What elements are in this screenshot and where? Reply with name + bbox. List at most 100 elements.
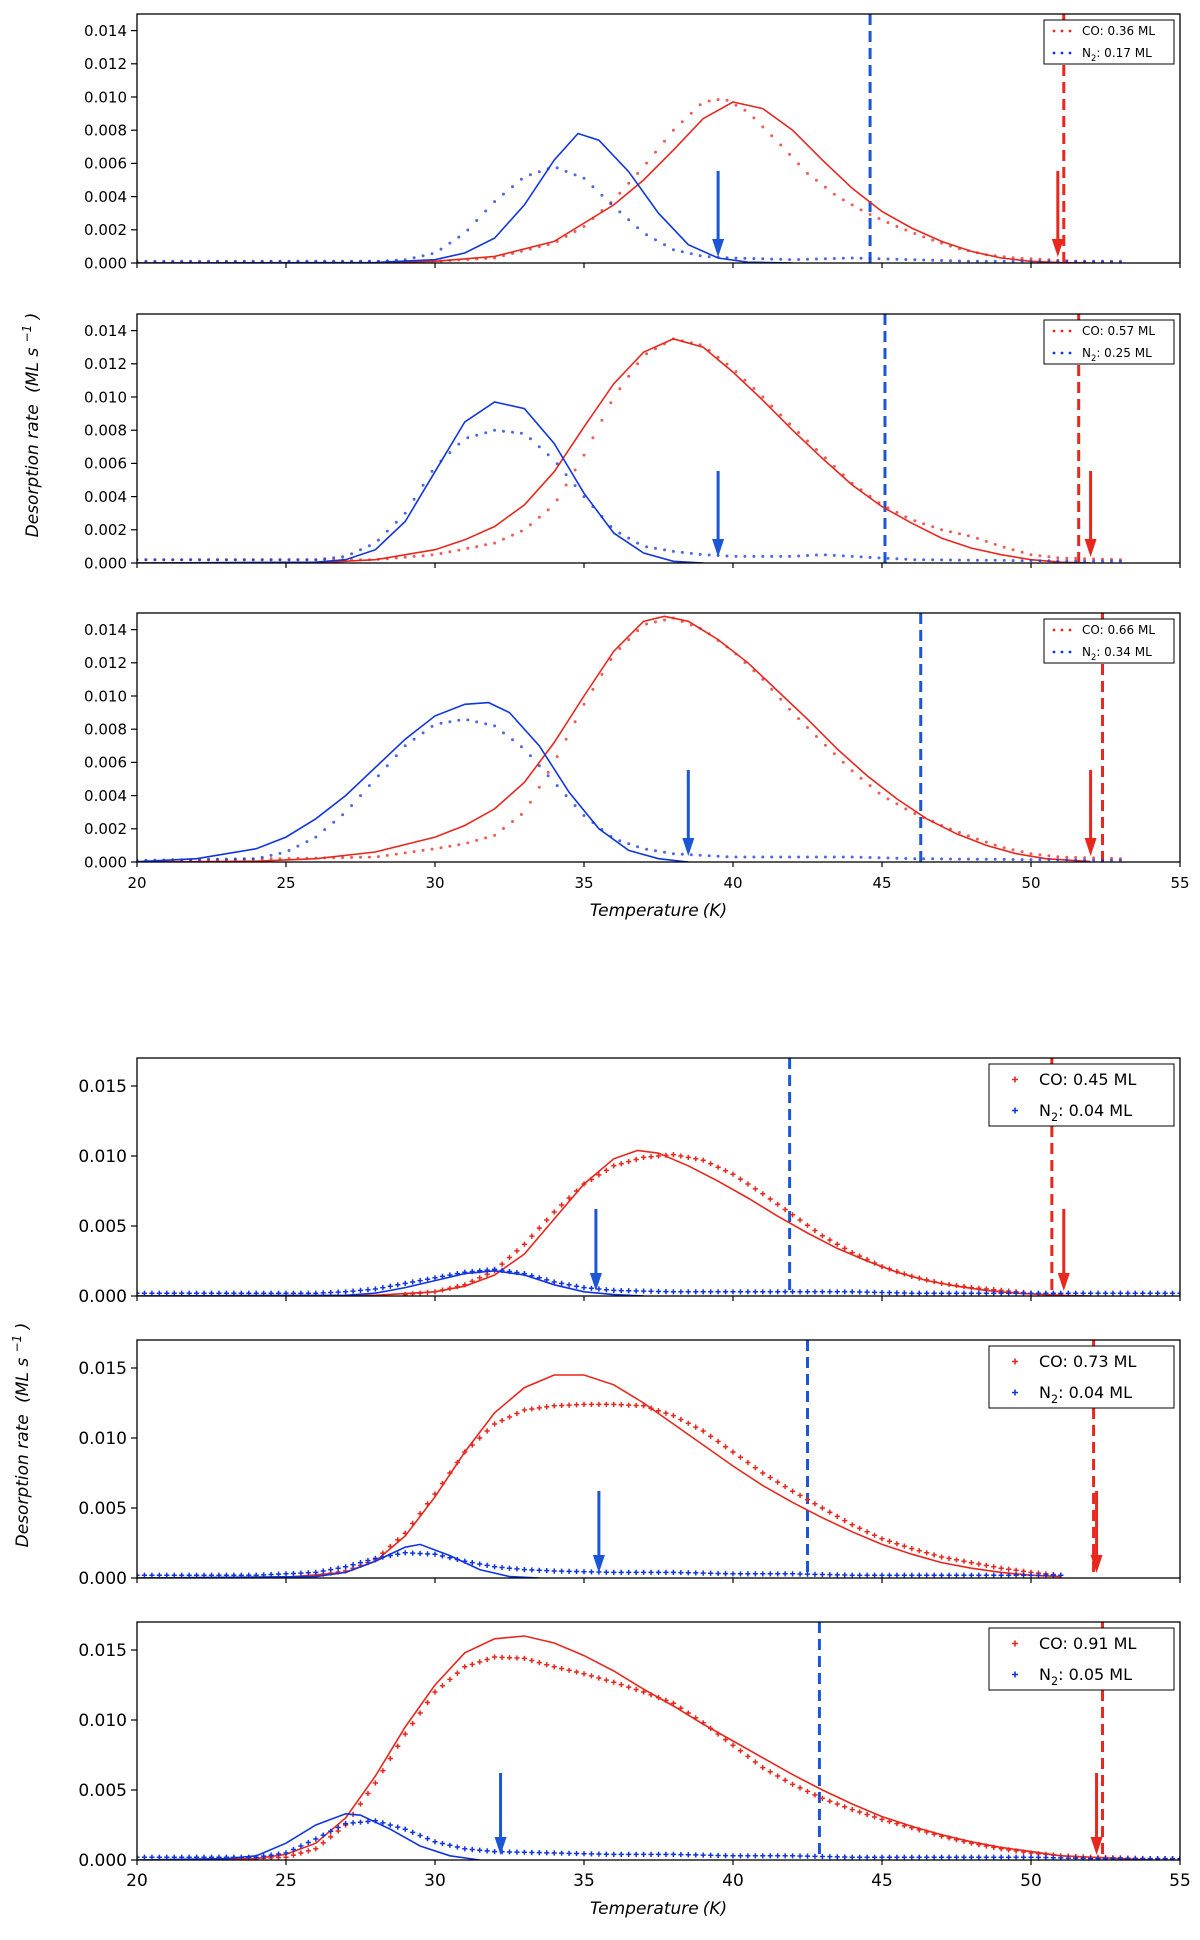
data-point [775,1571,781,1577]
data-point [499,1654,505,1660]
data-point [737,1176,744,1182]
data-point [745,1181,751,1187]
data-point [722,1444,729,1450]
data-point [233,857,237,861]
data-point [806,554,809,557]
data-point [179,1290,185,1296]
data-point [1020,1572,1027,1578]
data-point [734,256,738,260]
data-point [421,483,425,487]
data-point [975,837,979,841]
data-point [871,1854,878,1860]
data-point [715,1438,721,1445]
axes-frame [136,313,1181,564]
data-point [895,557,899,561]
data-point [886,221,890,224]
data-point [484,257,488,260]
data-point [603,1851,609,1857]
data-point [761,855,765,859]
data-point [770,404,774,408]
data-point [359,794,362,798]
data-point [521,1407,527,1413]
data-point [216,558,219,562]
data-point [207,259,210,263]
data-point [591,687,595,691]
data-point [958,831,961,834]
data-point [814,855,818,859]
data-point [1101,259,1104,263]
data-point [529,1273,535,1279]
data-point [895,257,899,261]
arrow-co [1057,1209,1070,1291]
y-tick-label: 0.000 [78,1569,127,1589]
data-point [931,820,935,823]
data-point [707,348,711,352]
data-point [966,249,970,253]
data-point [984,558,988,562]
data-point [343,1564,349,1570]
data-point [320,1832,326,1838]
data-point [296,844,300,848]
data-point [924,1277,930,1283]
legend-n2-label: N2: 0.04 ML [1039,1101,1132,1124]
data-point [1177,1856,1180,1860]
data-point [832,752,836,756]
data-point [693,1852,699,1858]
data-point [761,257,765,261]
data-point [627,218,631,222]
data-point [904,857,908,860]
data-point [477,1847,483,1853]
data-point [536,1275,542,1281]
data-point [424,1551,431,1557]
data-point [573,1568,580,1575]
data-point [290,1852,297,1858]
data-point [901,1290,907,1296]
data-point [975,259,979,263]
data-point [913,812,917,815]
data-point [502,254,505,258]
y-tick-label: 0.010 [78,1711,127,1731]
data-point [171,858,175,862]
data-point [730,1853,736,1859]
data-point [849,1807,855,1813]
data-point [432,1689,438,1695]
y-axis-title-bottom: Desorption rate (ML s −1 ) [6,1323,33,1548]
data-point [149,1854,155,1860]
data-point [298,1290,304,1296]
data-point [949,530,952,534]
data-point [976,1572,982,1578]
data-point [645,161,649,165]
data-point [529,1849,535,1856]
data-point [913,857,917,861]
data-point [916,1548,922,1554]
data-point [477,1435,483,1441]
data-point [654,620,657,624]
data-point [760,1191,766,1197]
data-point [519,529,523,533]
data-point [395,1282,401,1288]
data-point [1013,1567,1019,1573]
data-point [466,718,470,722]
data-point [655,1851,662,1857]
data-point [968,1572,974,1578]
data-point [573,1669,580,1675]
legend-marker [1060,51,1064,55]
x-tick-label: 55 [1169,1871,1191,1891]
data-point [924,1290,930,1296]
legend: CO: 0.66 ML N2: 0.34 ML [1043,618,1175,664]
arrow-n2 [494,1773,507,1855]
y-tick-label: 0.008 [84,720,127,738]
data-point [269,558,273,562]
data-point [1028,1290,1034,1296]
data-point [581,1181,587,1187]
data-point [859,256,863,260]
data-point [871,1532,878,1538]
data-point [171,1572,177,1578]
data-point [144,259,148,263]
data-point [447,1676,453,1682]
data-point [385,557,389,561]
data-point [700,1157,706,1163]
legend: CO: 0.73 ML N2: 0.04 ML [988,1345,1175,1409]
data-point [372,1780,378,1786]
data-point [730,1171,736,1177]
